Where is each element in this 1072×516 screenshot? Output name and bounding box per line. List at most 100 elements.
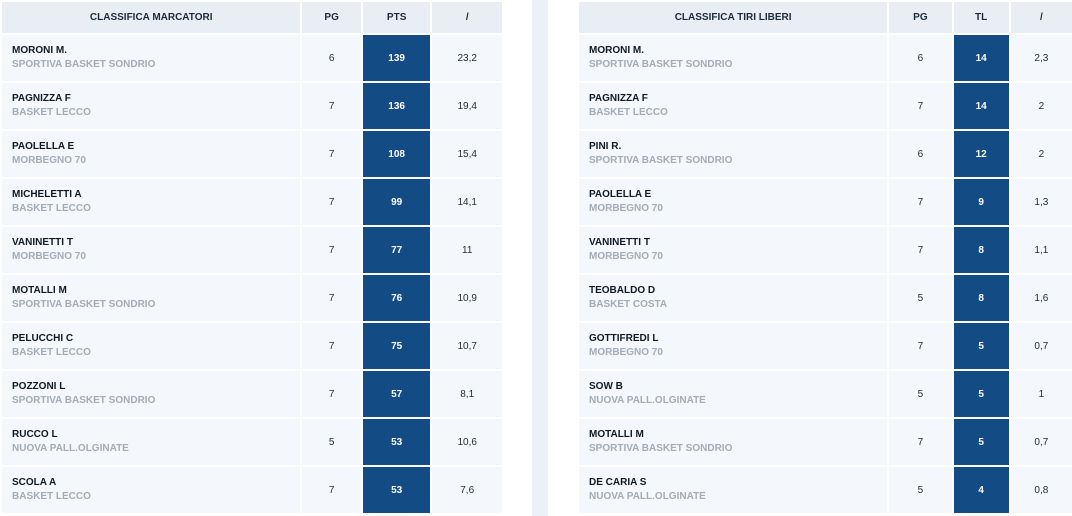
- player-team[interactable]: NUOVA PALL.OLGINATE: [12, 443, 129, 454]
- player-cell: PELUCCHI C BASKET LECCO: [2, 323, 301, 369]
- average-cell: 2,3: [1010, 35, 1072, 81]
- player-name[interactable]: MICHELETTI A: [12, 189, 82, 200]
- scorers-header-row: CLASSIFICA MARCATORI PG PTS /: [2, 2, 502, 33]
- games-played-cell: 6: [889, 35, 952, 81]
- average-cell: 15,4: [432, 131, 502, 177]
- average-cell: 10,6: [432, 419, 502, 465]
- panel-divider: [532, 0, 548, 516]
- points-cell: 57: [362, 371, 431, 417]
- average-cell: 1,6: [1010, 275, 1072, 321]
- player-name[interactable]: MORONI M.: [589, 45, 644, 56]
- table-row: DE CARIA S NUOVA PALL.OLGINATE 5 4 0,8: [579, 467, 1072, 513]
- player-name[interactable]: MOTALLI M: [12, 285, 67, 296]
- games-played-cell: 7: [302, 83, 361, 129]
- table-row: POZZONI L SPORTIVA BASKET SONDRIO 7 57 8…: [2, 371, 502, 417]
- player-cell: MORONI M. SPORTIVA BASKET SONDRIO: [579, 35, 888, 81]
- player-name[interactable]: MORONI M.: [12, 45, 67, 56]
- games-played-cell: 7: [302, 131, 361, 177]
- player-team[interactable]: SPORTIVA BASKET SONDRIO: [589, 443, 733, 454]
- average-cell: 2: [1010, 83, 1072, 129]
- player-name[interactable]: TEOBALDO D: [589, 285, 656, 296]
- average-cell: 1,3: [1010, 179, 1072, 225]
- player-team[interactable]: NUOVA PALL.OLGINATE: [589, 395, 706, 406]
- table-row: SOW B NUOVA PALL.OLGINATE 5 5 1: [579, 371, 1072, 417]
- player-name[interactable]: VANINETTI T: [12, 237, 73, 248]
- player-team[interactable]: SPORTIVA BASKET SONDRIO: [589, 155, 733, 166]
- table-row: PELUCCHI C BASKET LECCO 7 75 10,7: [2, 323, 502, 369]
- player-cell: POZZONI L SPORTIVA BASKET SONDRIO: [2, 371, 301, 417]
- free-throws-cell: 14: [953, 35, 1009, 81]
- games-played-cell: 5: [889, 371, 952, 417]
- player-team[interactable]: BASKET LECCO: [12, 491, 91, 502]
- player-team[interactable]: MORBEGNO 70: [589, 347, 663, 358]
- free-throws-cell: 9: [953, 179, 1009, 225]
- player-team[interactable]: BASKET LECCO: [12, 107, 91, 118]
- scorers-pts-header[interactable]: PTS: [362, 2, 431, 33]
- free-throws-title-header[interactable]: CLASSIFICA TIRI LIBERI: [579, 2, 888, 33]
- player-team[interactable]: MORBEGNO 70: [589, 251, 663, 262]
- player-name[interactable]: RUCCO L: [12, 429, 58, 440]
- table-row: SCOLA A BASKET LECCO 7 53 7,6: [2, 467, 502, 513]
- scorers-avg-header[interactable]: /: [432, 2, 502, 33]
- games-played-cell: 7: [889, 419, 952, 465]
- points-cell: 76: [362, 275, 431, 321]
- free-throws-avg-header[interactable]: /: [1010, 2, 1072, 33]
- points-cell: 139: [362, 35, 431, 81]
- scorers-table: CLASSIFICA MARCATORI PG PTS / MORONI M. …: [0, 0, 504, 515]
- player-name[interactable]: PAOLELLA E: [12, 141, 75, 152]
- player-name[interactable]: PAOLELLA E: [589, 189, 652, 200]
- free-throws-tl-header[interactable]: TL: [953, 2, 1009, 33]
- player-team[interactable]: SPORTIVA BASKET SONDRIO: [589, 59, 733, 70]
- player-team[interactable]: BASKET LECCO: [12, 203, 91, 214]
- free-throws-cell: 8: [953, 227, 1009, 273]
- player-name[interactable]: PAGNIZZA F: [12, 93, 71, 104]
- player-name[interactable]: PAGNIZZA F: [589, 93, 648, 104]
- free-throws-cell: 5: [953, 323, 1009, 369]
- table-row: MORONI M. SPORTIVA BASKET SONDRIO 6 14 2…: [579, 35, 1072, 81]
- player-cell: PAOLELLA E MORBEGNO 70: [579, 179, 888, 225]
- table-row: PINI R. SPORTIVA BASKET SONDRIO 6 12 2: [579, 131, 1072, 177]
- player-team[interactable]: MORBEGNO 70: [12, 155, 86, 166]
- player-cell: PAGNIZZA F BASKET LECCO: [579, 83, 888, 129]
- player-team[interactable]: BASKET LECCO: [12, 347, 91, 358]
- player-team[interactable]: MORBEGNO 70: [589, 203, 663, 214]
- player-team[interactable]: BASKET COSTA: [589, 299, 668, 310]
- free-throws-pg-header[interactable]: PG: [889, 2, 952, 33]
- player-team[interactable]: SPORTIVA BASKET SONDRIO: [12, 395, 156, 406]
- free-throws-cell: 4: [953, 467, 1009, 513]
- table-row: VANINETTI T MORBEGNO 70 7 77 11: [2, 227, 502, 273]
- points-cell: 53: [362, 419, 431, 465]
- scorers-pg-header[interactable]: PG: [302, 2, 361, 33]
- player-name[interactable]: PELUCCHI C: [12, 333, 74, 344]
- player-name[interactable]: GOTTIFREDI L: [589, 333, 659, 344]
- table-row: TEOBALDO D BASKET COSTA 5 8 1,6: [579, 275, 1072, 321]
- free-throws-cell: 14: [953, 83, 1009, 129]
- games-played-cell: 7: [889, 227, 952, 273]
- player-team[interactable]: NUOVA PALL.OLGINATE: [589, 491, 706, 502]
- player-name[interactable]: SOW B: [589, 381, 623, 392]
- player-team[interactable]: SPORTIVA BASKET SONDRIO: [12, 299, 156, 310]
- games-played-cell: 7: [302, 371, 361, 417]
- average-cell: 8,1: [432, 371, 502, 417]
- scorers-title-header[interactable]: CLASSIFICA MARCATORI: [2, 2, 301, 33]
- free-throws-table: CLASSIFICA TIRI LIBERI PG TL / MORONI M.…: [577, 0, 1072, 515]
- player-name[interactable]: VANINETTI T: [589, 237, 650, 248]
- player-team[interactable]: SPORTIVA BASKET SONDRIO: [12, 59, 156, 70]
- player-name[interactable]: PINI R.: [589, 141, 622, 152]
- player-name[interactable]: POZZONI L: [12, 381, 66, 392]
- player-cell: PINI R. SPORTIVA BASKET SONDRIO: [579, 131, 888, 177]
- average-cell: 11: [432, 227, 502, 273]
- player-team[interactable]: MORBEGNO 70: [12, 251, 86, 262]
- player-cell: DE CARIA S NUOVA PALL.OLGINATE: [579, 467, 888, 513]
- games-played-cell: 7: [889, 323, 952, 369]
- player-name[interactable]: DE CARIA S: [589, 477, 647, 488]
- games-played-cell: 7: [889, 83, 952, 129]
- player-team[interactable]: BASKET LECCO: [589, 107, 668, 118]
- table-row: VANINETTI T MORBEGNO 70 7 8 1,1: [579, 227, 1072, 273]
- points-cell: 75: [362, 323, 431, 369]
- games-played-cell: 7: [302, 179, 361, 225]
- player-name[interactable]: SCOLA A: [12, 477, 57, 488]
- average-cell: 10,9: [432, 275, 502, 321]
- player-name[interactable]: MOTALLI M: [589, 429, 644, 440]
- points-cell: 99: [362, 179, 431, 225]
